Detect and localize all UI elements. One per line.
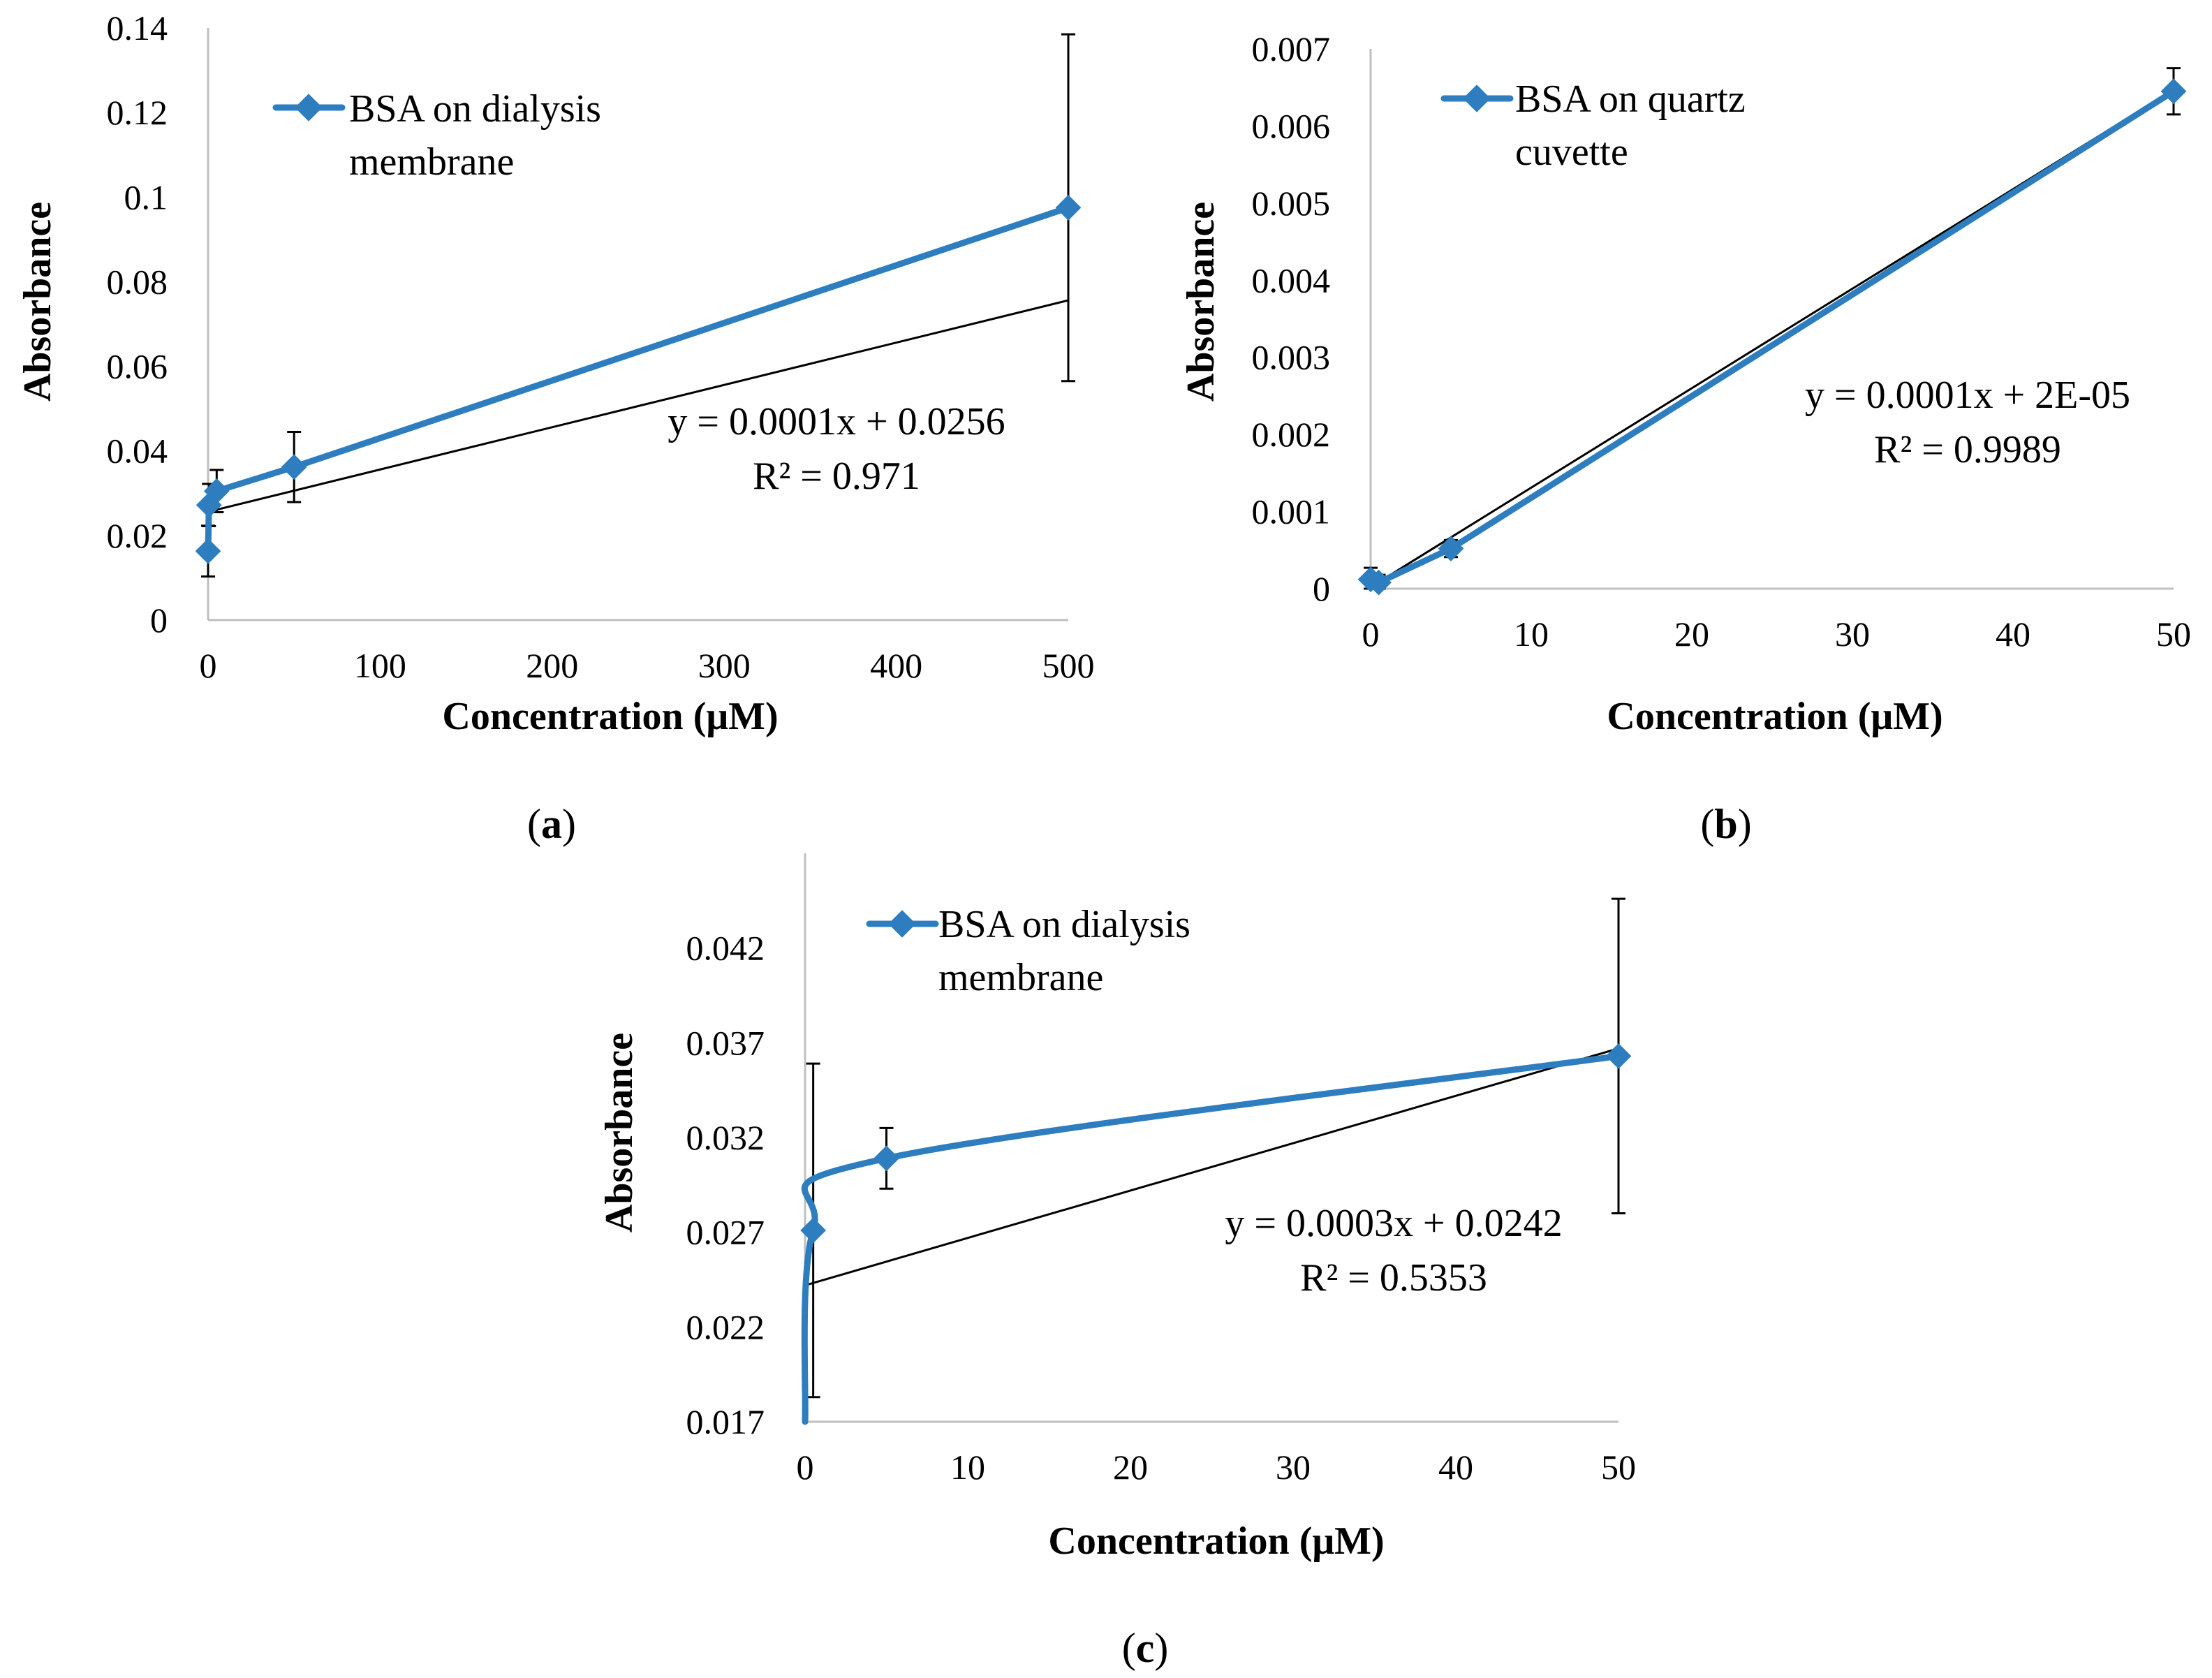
chart-c-data-point bbox=[1605, 1043, 1632, 1069]
chart-b-r2: R² = 0.9989 bbox=[1874, 428, 2061, 471]
chart-c-x-tick-label: 50 bbox=[1601, 1448, 1636, 1487]
chart-a-series-line bbox=[205, 204, 1072, 554]
chart-a-data-point bbox=[203, 478, 230, 504]
chart-c-equation: y = 0.0003x + 0.0242 bbox=[1225, 1202, 1562, 1245]
chart-b-y-tick-label: 0.004 bbox=[1252, 260, 1331, 300]
chart-c-legend: BSA on dialysis membrane bbox=[866, 903, 1190, 999]
chart-b-x-tick-label: 30 bbox=[1835, 614, 1870, 654]
chart-c-x-tick-label: 40 bbox=[1438, 1448, 1473, 1487]
chart-c-y-tick-label: 0.032 bbox=[686, 1118, 765, 1157]
chart-a-y-tick-label: 0.12 bbox=[107, 93, 168, 132]
chart-b-y-tick-label: 0 bbox=[1313, 569, 1330, 608]
chart-c-data-point bbox=[800, 1217, 827, 1244]
chart-c-legend-marker bbox=[888, 910, 916, 938]
chart-a-legend-line-1: BSA on dialysis bbox=[349, 87, 601, 131]
chart-a-x-tick-label: 500 bbox=[1042, 646, 1095, 685]
chart-b-x-tick-label: 40 bbox=[1996, 614, 2030, 654]
chart-b-series-line bbox=[1367, 88, 2177, 586]
chart-a-data-point bbox=[281, 454, 307, 480]
chart-c-r2: R² = 0.5353 bbox=[1300, 1256, 1487, 1300]
chart-a-y-tick-label: 0.08 bbox=[107, 262, 168, 301]
chart-a-y-tick-label: 0.06 bbox=[107, 347, 168, 386]
chart-b-data-point bbox=[1438, 536, 1464, 561]
chart-a-x-axis-title: Concentration (μM) bbox=[442, 695, 778, 738]
chart-b-y-tick-label: 0.002 bbox=[1252, 415, 1331, 454]
chart-c-legend-line-1: BSA on dialysis bbox=[938, 903, 1190, 946]
chart-c-trendline bbox=[804, 1047, 1619, 1287]
chart-a-y-tick-label: 0.04 bbox=[107, 432, 168, 471]
chart-a-y-tick-label: 0 bbox=[150, 601, 168, 640]
chart-b-x-tick-label: 50 bbox=[2156, 614, 2191, 654]
chart-b-y-tick-label: 0.005 bbox=[1252, 184, 1331, 223]
chart-a-y-axis-title: Absorbance bbox=[16, 202, 59, 402]
chart-a-x-tick-label: 100 bbox=[354, 646, 406, 685]
chart-b-y-tick-label: 0.001 bbox=[1252, 492, 1331, 531]
chart-b-legend: BSA on quartz cuvette bbox=[1440, 78, 1746, 174]
chart-b-y-axis-title: Absorbance bbox=[1179, 202, 1223, 402]
chart-b-data-point bbox=[2160, 78, 2187, 105]
chart-c-x-tick-label: 30 bbox=[1276, 1448, 1311, 1487]
chart-b-x-tick-label: 10 bbox=[1514, 614, 1549, 654]
chart-b-equation: y = 0.0001x + 2E-05 bbox=[1805, 374, 2130, 417]
chart-b-y-tick-label: 0.007 bbox=[1252, 29, 1331, 68]
chart-a-legend-marker bbox=[295, 94, 323, 122]
chart-panel-b: 0 0.001 0.002 0.003 0.004 0.005 0.006 0.007 0 10… bbox=[1179, 29, 2191, 847]
chart-b-legend-line-1: BSA on quartz bbox=[1515, 78, 1746, 121]
chart-a-r2: R² = 0.971 bbox=[753, 455, 920, 498]
chart-panel-c: 0.017 0.022 0.027 0.032 0.037 0.042 0 10 20 30 40… bbox=[598, 853, 1636, 1671]
chart-a-y-tick-label: 0.02 bbox=[107, 516, 168, 555]
chart-c-data-point bbox=[873, 1145, 899, 1172]
chart-b-legend-marker bbox=[1463, 84, 1491, 112]
chart-c-y-tick-label: 0.027 bbox=[686, 1213, 765, 1252]
chart-a-y-tick-label: 0.14 bbox=[107, 8, 168, 47]
chart-a-x-tick-label: 300 bbox=[698, 646, 751, 685]
chart-panel-a: 0 0.02 0.04 0.06 0.08 0.1 0.12 0.14 0 100 200 300 4… bbox=[16, 8, 1095, 847]
chart-a-data-point bbox=[1055, 195, 1082, 221]
chart-b-x-tick-label: 0 bbox=[1362, 614, 1380, 654]
chart-a-legend-line-2: membrane bbox=[349, 140, 514, 184]
chart-c-x-tick-label: 0 bbox=[797, 1448, 814, 1487]
chart-a-trendline bbox=[207, 299, 1069, 513]
chart-c-x-tick-label: 20 bbox=[1113, 1448, 1148, 1487]
chart-b-x-axis-title: Concentration (μM) bbox=[1607, 695, 1942, 738]
chart-a-x-tick-label: 0 bbox=[200, 646, 217, 685]
chart-c-series-line bbox=[801, 1052, 1622, 1425]
chart-c-y-tick-label: 0.017 bbox=[686, 1402, 765, 1441]
chart-c-y-tick-label: 0.037 bbox=[686, 1023, 765, 1062]
chart-a-x-tick-label: 200 bbox=[526, 646, 578, 685]
chart-b-caption: (b) bbox=[1700, 801, 1751, 847]
chart-c-y-axis-title: Absorbance bbox=[598, 1033, 641, 1232]
chart-a-y-tick-label: 0.1 bbox=[124, 177, 168, 216]
chart-c-y-tick-label: 0.022 bbox=[686, 1307, 765, 1346]
chart-b-y-tick-label: 0.006 bbox=[1252, 106, 1331, 145]
chart-a-x-tick-label: 400 bbox=[870, 646, 922, 685]
chart-b-y-tick-label: 0.003 bbox=[1252, 338, 1331, 377]
chart-c-y-tick-label: 0.042 bbox=[686, 929, 765, 968]
chart-a-caption: (a) bbox=[527, 801, 576, 847]
chart-a-data-point bbox=[195, 538, 221, 564]
chart-a-equation: y = 0.0001x + 0.0256 bbox=[668, 400, 1005, 443]
chart-c-caption: (c) bbox=[1122, 1625, 1169, 1671]
chart-a-legend: BSA on dialysis membrane bbox=[272, 87, 601, 184]
chart-b-data-point bbox=[1366, 569, 1392, 596]
chart-b-x-tick-label: 20 bbox=[1674, 614, 1709, 654]
chart-c-x-axis-title: Concentration (μM) bbox=[1048, 1519, 1384, 1563]
chart-c-legend-line-2: membrane bbox=[938, 956, 1103, 999]
chart-b-legend-line-2: cuvette bbox=[1515, 131, 1628, 174]
chart-c-x-tick-label: 10 bbox=[950, 1448, 985, 1487]
